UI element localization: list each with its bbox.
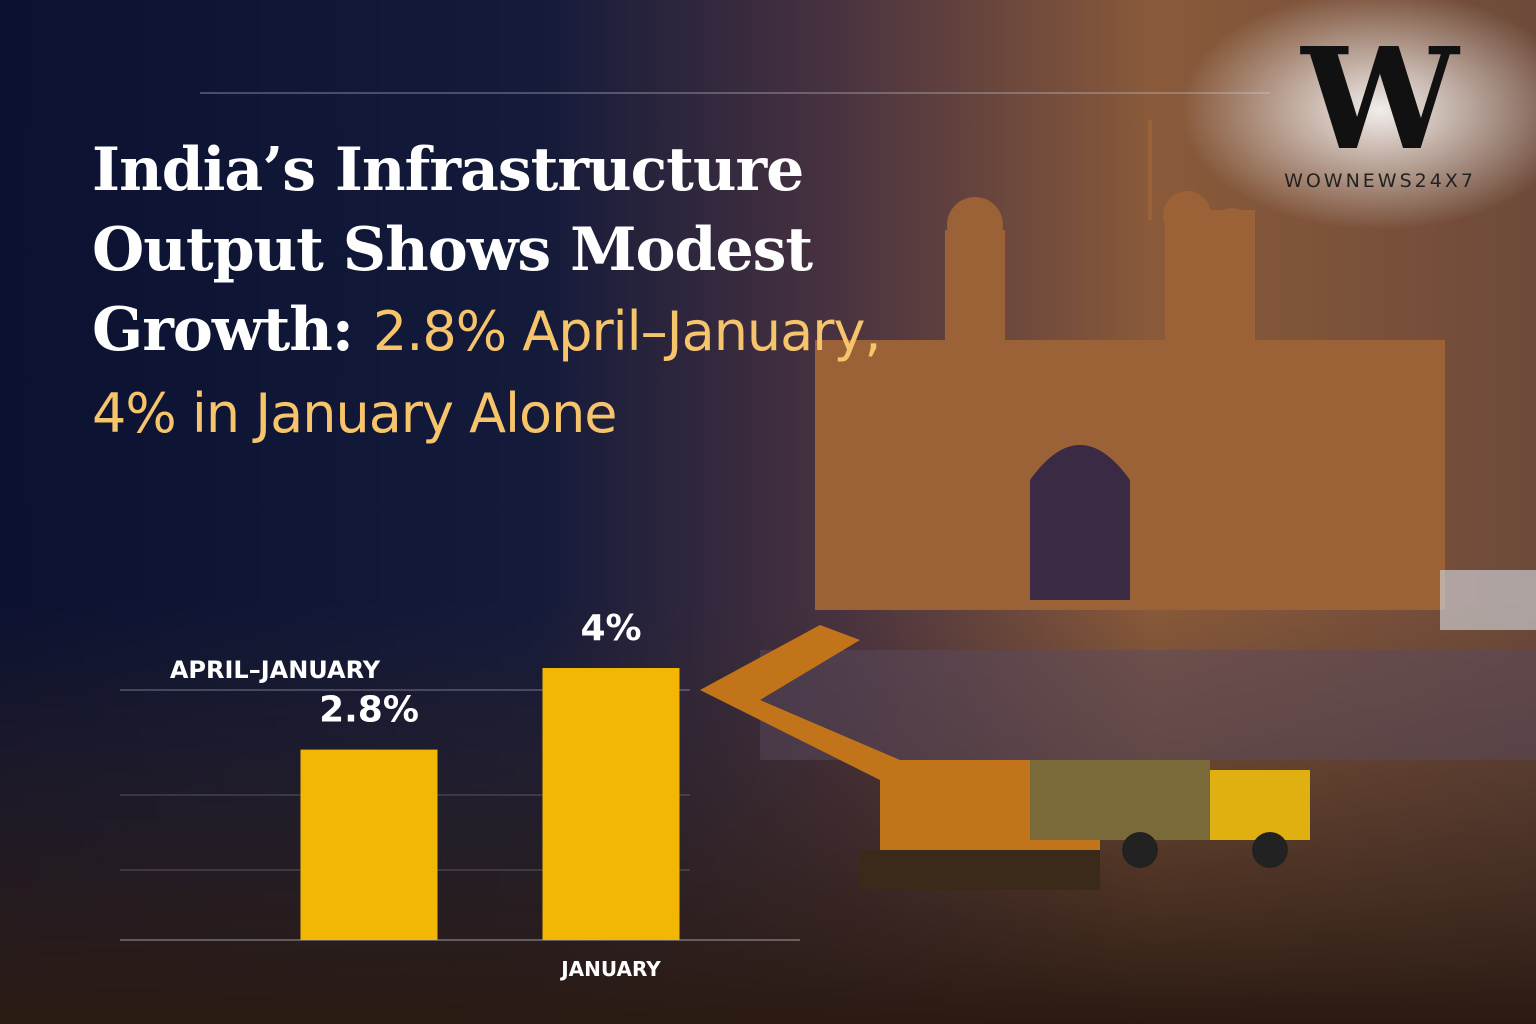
bar — [542, 668, 680, 940]
bar — [300, 749, 438, 940]
brand-name: WOWNEWS24X7 — [1284, 170, 1476, 192]
arch — [1030, 445, 1130, 600]
logo: W WOWNEWS24X7 — [1280, 30, 1480, 192]
logo-mark: W — [1301, 18, 1459, 182]
headline: India’s Infrastructure Output Shows Mode… — [92, 130, 932, 454]
logo-glow — [1180, 0, 1536, 230]
value-label: 2.8% — [319, 690, 419, 731]
truck — [1030, 760, 1310, 868]
category-label: APRIL–JANUARY — [170, 656, 381, 684]
water — [760, 650, 1536, 760]
building — [1440, 570, 1536, 630]
title: India’s Infrastructure Output Shows Mode… — [92, 135, 813, 365]
category-label: JANUARY — [559, 957, 661, 981]
value-label: 4% — [580, 608, 641, 649]
subtitle: 2.8% April–January, 4% in January Alone — [92, 300, 882, 445]
